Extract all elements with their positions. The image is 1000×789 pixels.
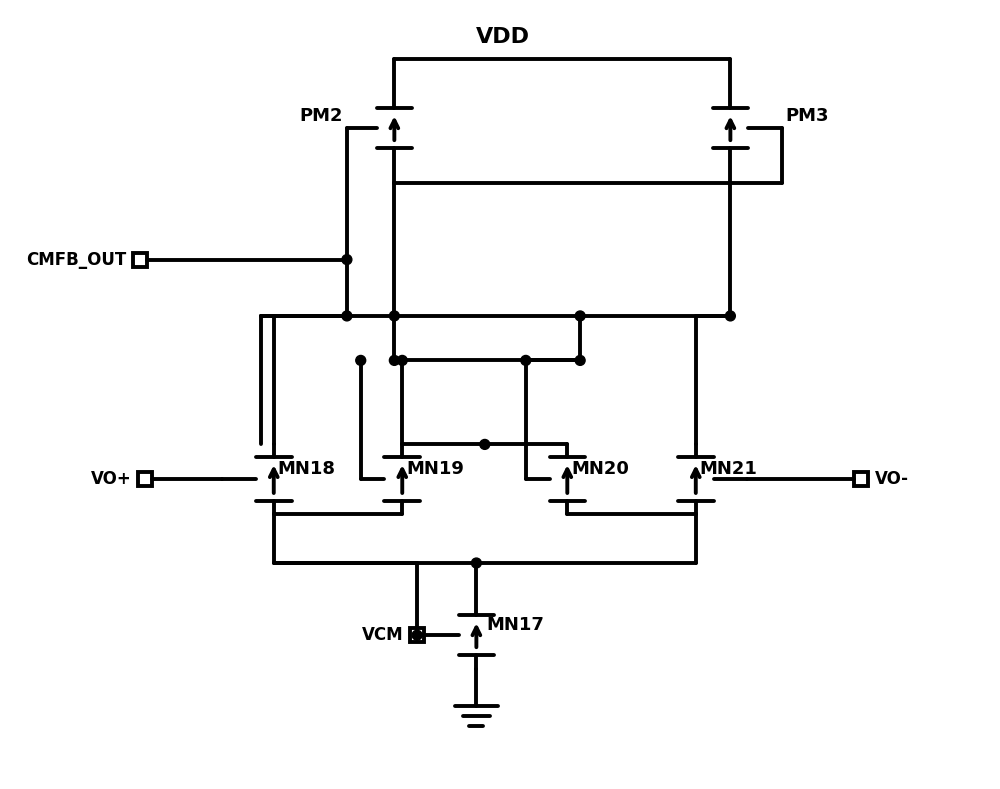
Text: PM3: PM3 — [786, 107, 829, 125]
Bar — [138, 472, 152, 486]
Text: VO-: VO- — [875, 470, 909, 488]
Text: VO+: VO+ — [91, 470, 131, 488]
Circle shape — [575, 356, 585, 365]
Bar — [854, 472, 868, 486]
Text: VCM: VCM — [362, 626, 403, 644]
Circle shape — [397, 356, 407, 365]
Circle shape — [471, 558, 481, 568]
Circle shape — [575, 311, 585, 321]
Circle shape — [412, 630, 422, 640]
Circle shape — [725, 311, 735, 321]
Text: MN20: MN20 — [571, 460, 629, 478]
Bar — [133, 252, 147, 267]
Circle shape — [389, 356, 399, 365]
Text: MN21: MN21 — [700, 460, 758, 478]
Circle shape — [480, 439, 490, 450]
Text: CMFB_OUT: CMFB_OUT — [26, 251, 127, 268]
Text: VDD: VDD — [476, 28, 530, 47]
Circle shape — [342, 255, 352, 264]
Text: PM2: PM2 — [299, 107, 343, 125]
Text: MN18: MN18 — [278, 460, 336, 478]
Circle shape — [356, 356, 366, 365]
Circle shape — [342, 311, 352, 321]
Bar — [410, 628, 424, 642]
Text: MN17: MN17 — [486, 616, 544, 634]
Text: MN19: MN19 — [406, 460, 464, 478]
Circle shape — [521, 356, 531, 365]
Circle shape — [389, 311, 399, 321]
